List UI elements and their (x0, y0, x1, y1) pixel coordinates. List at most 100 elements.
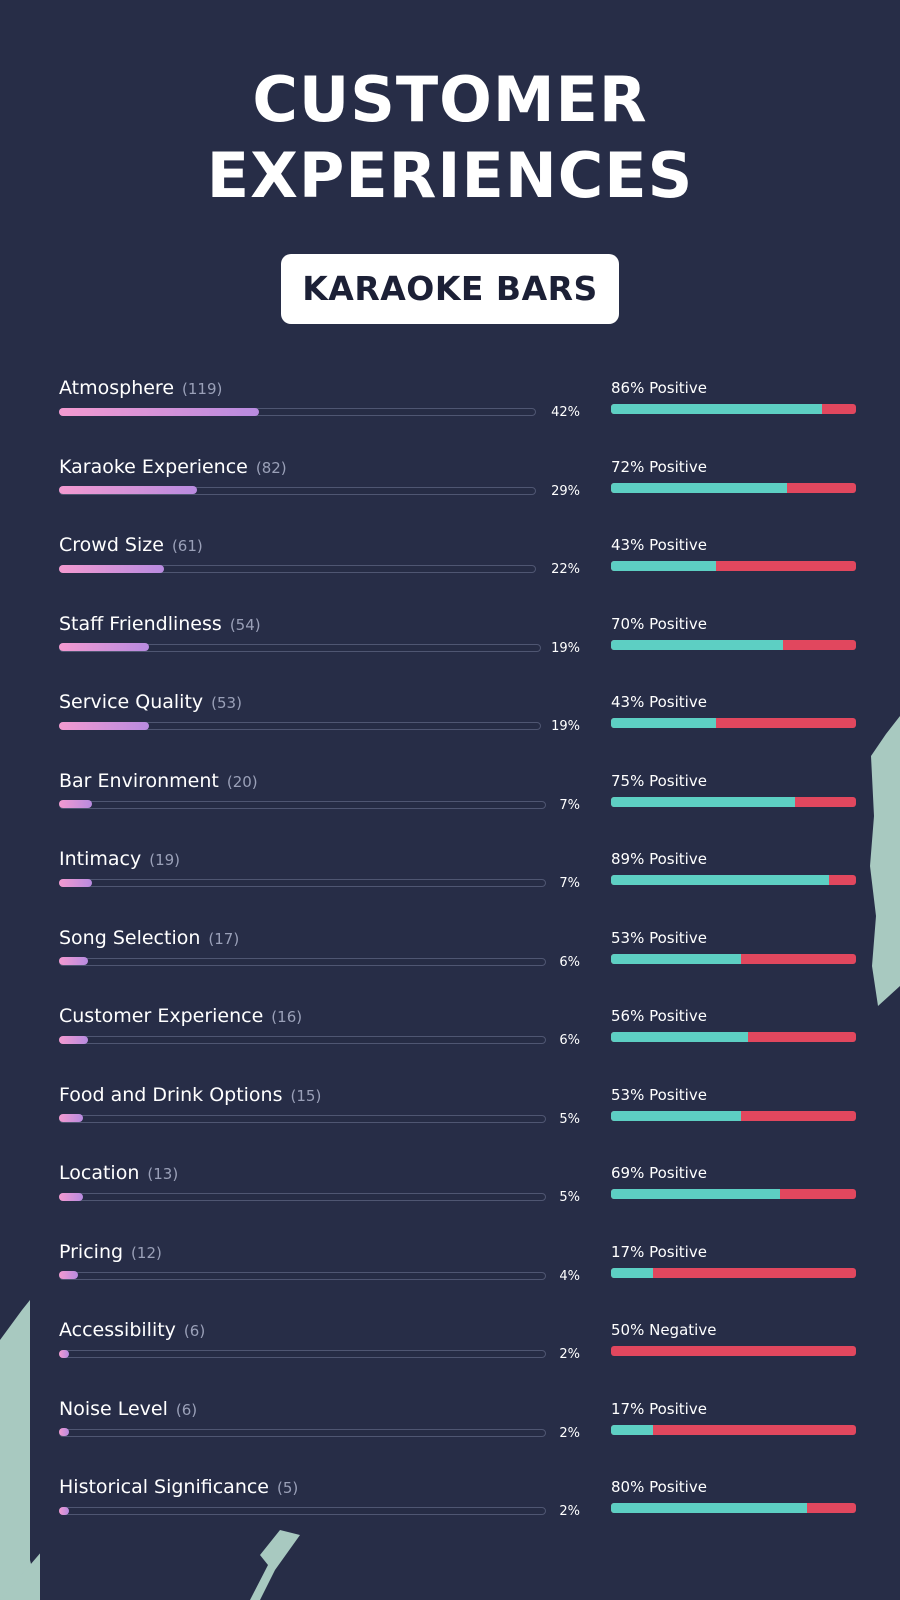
row-name: Song Selection (59, 926, 201, 949)
row-name: Atmosphere (59, 377, 175, 399)
chart-row: Historical Significance (5) 2% 80% Positive (0, 1475, 900, 1553)
sentiment-label: 70% Positive (611, 614, 707, 633)
sentiment-positive-segment (611, 561, 717, 571)
row-count: (6) (175, 1400, 198, 1419)
sentiment-bar (611, 1110, 856, 1121)
row-share-value: 22% (551, 562, 580, 577)
sentiment-label: 89% Positive (611, 850, 707, 868)
mention-bar (59, 721, 150, 730)
row-name: Karaoke Experience (59, 455, 248, 478)
sentiment-label: 17% Positive (611, 1399, 707, 1418)
row-label: Bar Environment (20) (59, 769, 258, 794)
row-label: Crowd Size (61) (59, 533, 203, 558)
row-share-value: 5% (559, 1111, 580, 1127)
row-share-value: 2% (559, 1347, 580, 1362)
row-name: Bar Environment (59, 769, 219, 792)
mention-bar-track (59, 643, 541, 652)
mention-bar (59, 1114, 83, 1122)
row-count: (54) (229, 615, 261, 634)
row-count: (19) (149, 851, 181, 869)
sentiment-label: 17% Positive (611, 1242, 707, 1261)
mention-bar (59, 878, 93, 887)
row-label: Food and Drink Options (15) (59, 1083, 321, 1108)
sentiment-positive-segment (611, 482, 788, 493)
row-count: (82) (255, 458, 287, 477)
sentiment-bar (611, 1032, 856, 1042)
chart-row: Location (13) 5% 69% Positive (0, 1161, 900, 1239)
row-name: Crowd Size (59, 534, 164, 556)
row-label: Historical Significance (5) (59, 1475, 298, 1500)
mention-bar (59, 800, 93, 808)
row-count: (13) (147, 1165, 179, 1183)
sentiment-bar (611, 875, 856, 885)
sentiment-label: 53% Positive (611, 1085, 707, 1104)
row-name: Service Quality (59, 691, 204, 713)
sentiment-bar (611, 1503, 856, 1513)
sentiment-positive-segment (611, 875, 830, 885)
row-share-value: 4% (559, 1268, 580, 1284)
row-share-value: 19% (551, 640, 580, 656)
title-line-2: EXPERIENCES (206, 139, 694, 212)
row-share-value: 29% (551, 483, 580, 499)
mention-bar-track (59, 1114, 546, 1123)
row-share-value: 7% (559, 876, 580, 891)
chart-row: Service Quality (53) 19% 43% Positive (0, 690, 900, 768)
mention-bar-track (59, 407, 536, 416)
mention-bar (59, 1349, 69, 1358)
mention-bar-track (59, 957, 546, 966)
title-line-1: CUSTOMER (252, 63, 648, 136)
mention-bar (59, 1192, 83, 1201)
row-count: (12) (131, 1243, 162, 1262)
row-count: (17) (208, 929, 240, 948)
row-label: Atmosphere (119) (59, 376, 222, 401)
row-label: Song Selection (17) (59, 926, 239, 951)
mention-bar-track (59, 1035, 546, 1044)
row-share-value: 6% (559, 1033, 580, 1048)
sentiment-positive-segment (611, 639, 783, 650)
row-share-value: 2% (559, 1425, 580, 1441)
sentiment-bar (611, 1424, 856, 1435)
row-count: (6) (183, 1322, 206, 1340)
row-label: Location (13) (59, 1161, 178, 1186)
mention-bar-track (59, 1271, 546, 1280)
sentiment-bar (611, 1267, 856, 1278)
sentiment-label: 43% Positive (611, 536, 707, 554)
mention-bar (59, 564, 164, 573)
row-label: Noise Level (6) (59, 1397, 197, 1422)
row-count: (16) (271, 1008, 303, 1026)
mention-bar (59, 1506, 69, 1515)
sentiment-bar (611, 953, 856, 964)
chart-row: Bar Environment (20) 7% 75% Positive (0, 769, 900, 847)
row-label: Pricing (12) (59, 1240, 162, 1265)
row-name: Location (59, 1162, 140, 1184)
sentiment-label: 80% Positive (611, 1478, 707, 1496)
chart-row: Crowd Size (61) 22% 43% Positive (0, 533, 900, 611)
row-name: Customer Experience (59, 1005, 264, 1027)
sentiment-bar (611, 718, 856, 728)
mention-bar (59, 407, 259, 416)
chart-row: Atmosphere (119) 42% 86% Positive (0, 376, 900, 454)
sentiment-bar (611, 404, 856, 414)
sentiment-positive-segment (611, 953, 741, 964)
sentiment-bar (611, 561, 856, 571)
mention-bar (59, 1035, 88, 1044)
mention-bar-track (59, 564, 536, 573)
row-name: Pricing (59, 1240, 124, 1263)
chart-row: Accessibility (6) 2% 50% Negative (0, 1318, 900, 1396)
chart-row: Karaoke Experience (82) 29% 72% Positive (0, 455, 900, 533)
row-name: Food and Drink Options (59, 1083, 283, 1106)
row-count: (119) (182, 380, 223, 398)
sentiment-bar (611, 796, 856, 807)
mention-bar-track (59, 1428, 546, 1437)
mention-bar-track (59, 800, 546, 809)
row-label: Karaoke Experience (82) (59, 455, 287, 480)
chart-row: Staff Friendliness (54) 19% 70% Positive (0, 612, 900, 690)
row-name: Staff Friendliness (59, 612, 222, 635)
brush-stroke-bottom-decoration (250, 1530, 300, 1600)
mention-bar-track (59, 1192, 546, 1201)
mention-bar-track (59, 486, 536, 495)
row-count: (20) (226, 772, 258, 791)
sentiment-bar (611, 1189, 856, 1199)
mention-bar-track (59, 1506, 546, 1515)
page-title: CUSTOMER EXPERIENCES (0, 62, 900, 214)
